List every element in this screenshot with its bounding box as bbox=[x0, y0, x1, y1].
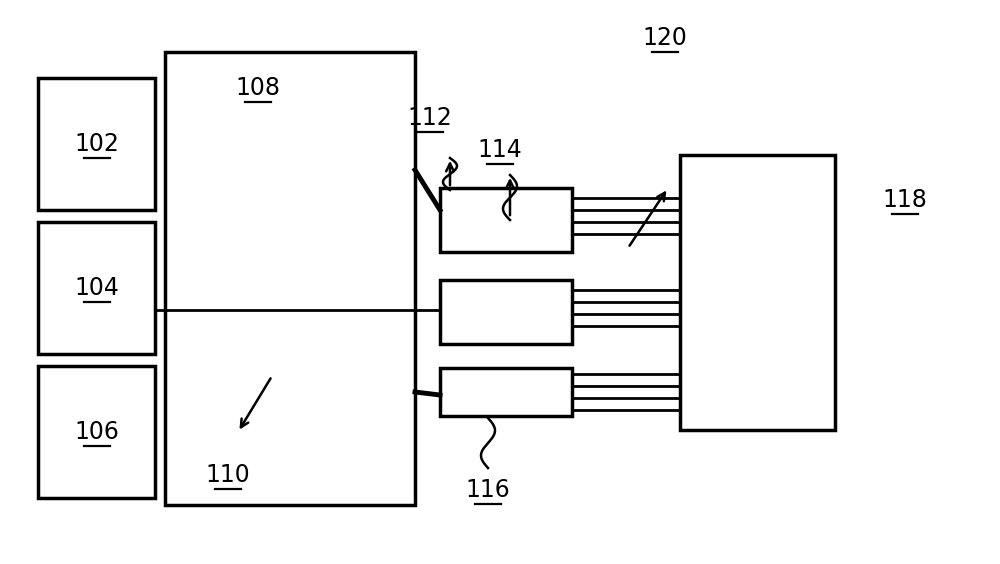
Text: 118: 118 bbox=[883, 188, 927, 212]
Text: 102: 102 bbox=[75, 132, 119, 156]
Bar bbox=[38, 222, 155, 354]
Bar bbox=[38, 78, 155, 210]
Bar bbox=[680, 155, 835, 430]
Text: 114: 114 bbox=[478, 138, 522, 162]
Text: 106: 106 bbox=[75, 420, 119, 444]
Text: 110: 110 bbox=[206, 463, 250, 487]
Bar bbox=[440, 368, 572, 416]
Text: 116: 116 bbox=[466, 478, 510, 502]
Text: 120: 120 bbox=[643, 26, 687, 50]
Text: 112: 112 bbox=[408, 106, 452, 130]
Bar bbox=[440, 280, 572, 344]
Text: 104: 104 bbox=[75, 276, 119, 300]
Bar bbox=[38, 366, 155, 498]
Bar bbox=[440, 188, 572, 252]
Bar bbox=[165, 52, 415, 505]
Text: 108: 108 bbox=[236, 76, 280, 100]
